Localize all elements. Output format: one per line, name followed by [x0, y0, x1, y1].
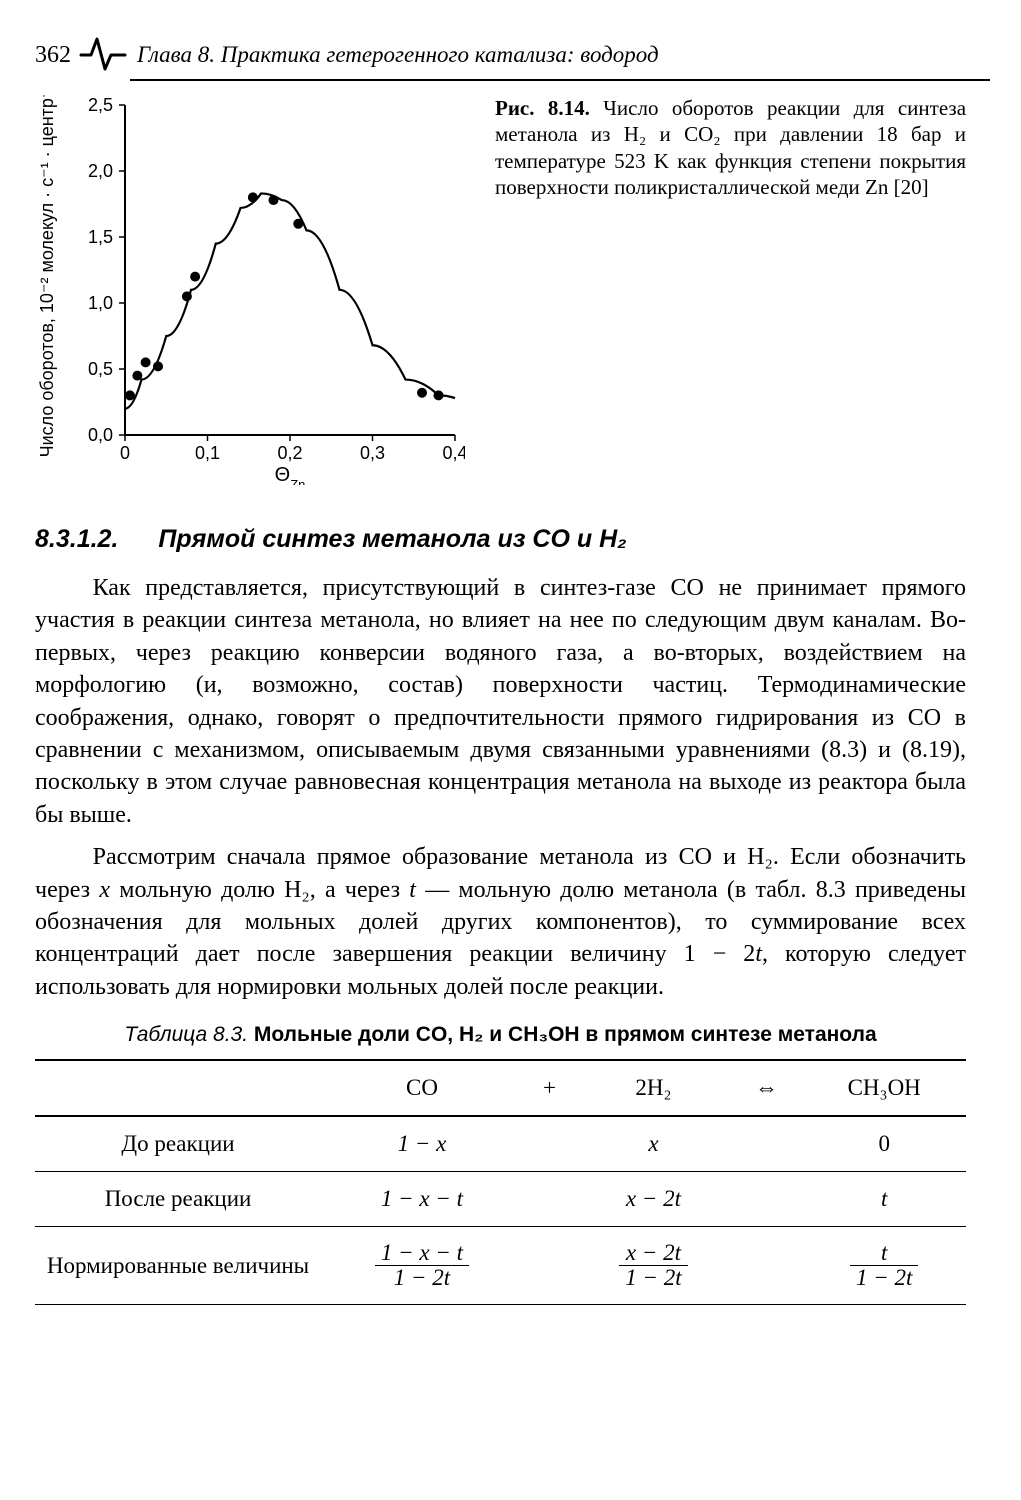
frac-num: x − 2t: [619, 1241, 687, 1266]
cell-arrow: [731, 1227, 803, 1305]
paragraph-2: Рассмотрим сначала прямое образование ме…: [35, 841, 966, 1003]
cell-co-v: 1 − x: [398, 1131, 447, 1156]
table-row: После реакции 1 − x − t x − 2t t: [35, 1172, 966, 1227]
table-header-row: CO + 2H₂ ⇔ CH₃OH: [35, 1060, 966, 1116]
cell-co: 1 − x − t: [321, 1172, 523, 1227]
cell-ch3oh: 0: [802, 1116, 966, 1172]
frac-num: t: [850, 1241, 918, 1266]
section-number: 8.3.1.2.: [35, 525, 118, 554]
cell-ch3oh: t: [802, 1172, 966, 1227]
cell-arrow: [731, 1116, 803, 1172]
svg-text:2,0: 2,0: [88, 161, 113, 181]
cell-plus: [523, 1172, 576, 1227]
frac-den: 1 − 2t: [375, 1266, 469, 1290]
cell-h2-v: x − 2t: [626, 1186, 681, 1211]
chapter-title: Глава 8. Практика гетерогенного катализа…: [137, 42, 659, 68]
frac-den: 1 − 2t: [619, 1266, 687, 1290]
frac-num: 1 − x − t: [375, 1241, 469, 1266]
th-blank: [35, 1060, 321, 1116]
th-h2: 2H₂: [576, 1060, 731, 1116]
svg-text:Число оборотов, 10⁻² молекул ·: Число оборотов, 10⁻² молекул · с⁻¹ · цен…: [37, 95, 57, 457]
figure-block: 0,00,51,01,52,02,500,10,20,30,4ΘZnЧисло …: [35, 95, 966, 485]
mole-fraction-table: CO + 2H₂ ⇔ CH₃OH До реакции 1 − x x 0 По…: [35, 1059, 966, 1305]
cell-h2: x − 2t: [576, 1172, 731, 1227]
cell-plus: [523, 1116, 576, 1172]
figure-label: Рис. 8.14.: [495, 96, 590, 120]
svg-text:0,5: 0,5: [88, 359, 113, 379]
paragraph-1-text: Как представляется, присутствующий в син…: [35, 575, 966, 828]
row-label: Нормированные величины: [35, 1227, 321, 1305]
header-rule: [130, 79, 990, 81]
svg-text:0,0: 0,0: [88, 425, 113, 445]
page: 362 Глава 8. Практика гетерогенного ката…: [0, 0, 1021, 1500]
svg-text:2,5: 2,5: [88, 95, 113, 115]
frac-h2: x − 2t 1 − 2t: [619, 1241, 687, 1290]
row-label: До реакции: [35, 1116, 321, 1172]
svg-text:1,5: 1,5: [88, 227, 113, 247]
cell-h2: x − 2t 1 − 2t: [576, 1227, 731, 1305]
page-number: 362: [35, 42, 71, 69]
chart: 0,00,51,01,52,02,500,10,20,30,4ΘZnЧисло …: [35, 95, 465, 485]
chart-svg: 0,00,51,01,52,02,500,10,20,30,4ΘZnЧисло …: [35, 95, 465, 485]
svg-text:0,3: 0,3: [360, 443, 385, 463]
svg-text:0,2: 0,2: [277, 443, 302, 463]
cell-arrow: [731, 1172, 803, 1227]
section-heading: 8.3.1.2. Прямой синтез метанола из CO и …: [35, 525, 966, 554]
table-caption-label: Таблица 8.3.: [124, 1023, 248, 1046]
svg-text:0,4: 0,4: [442, 443, 465, 463]
figure-caption: Рис. 8.14. Число оборотов реакции для си…: [495, 95, 966, 200]
cell-plus: [523, 1227, 576, 1305]
svg-text:0,1: 0,1: [195, 443, 220, 463]
section-title: Прямой синтез метанола из CO и H₂: [158, 525, 626, 554]
th-plus: +: [523, 1060, 576, 1116]
svg-text:0: 0: [120, 443, 130, 463]
running-header: 362 Глава 8. Практика гетерогенного ката…: [35, 25, 966, 85]
cell-ch3oh: t 1 − 2t: [802, 1227, 966, 1305]
th-arrow: ⇔: [731, 1060, 803, 1116]
paragraph-1: Как представляется, присутствующий в син…: [35, 572, 966, 831]
table-row: До реакции 1 − x x 0: [35, 1116, 966, 1172]
row-label: После реакции: [35, 1172, 321, 1227]
p2-b: мольную долю H₂, а через: [110, 877, 409, 903]
frac-ch3oh: t 1 − 2t: [850, 1241, 918, 1290]
table-caption-title: Мольные доли CO, H₂ и CH₃OH в прямом син…: [248, 1023, 877, 1046]
pulse-icon: [79, 35, 127, 76]
table-caption: Таблица 8.3. Мольные доли CO, H₂ и CH₃OH…: [35, 1023, 966, 1047]
cell-co-v: 1 − x − t: [381, 1186, 463, 1211]
svg-text:1,0: 1,0: [88, 293, 113, 313]
frac-co: 1 − x − t 1 − 2t: [375, 1241, 469, 1290]
cell-co: 1 − x − t 1 − 2t: [321, 1227, 523, 1305]
th-co: CO: [321, 1060, 523, 1116]
cell-co: 1 − x: [321, 1116, 523, 1172]
cell-ch3oh-v: t: [881, 1186, 887, 1211]
body-text: Как представляется, присутствующий в син…: [35, 572, 966, 1003]
frac-den: 1 − 2t: [850, 1266, 918, 1290]
table-row: Нормированные величины 1 − x − t 1 − 2t …: [35, 1227, 966, 1305]
cell-h2: x: [576, 1116, 731, 1172]
cell-h2-v: x: [648, 1131, 658, 1156]
th-ch3oh: CH₃OH: [802, 1060, 966, 1116]
